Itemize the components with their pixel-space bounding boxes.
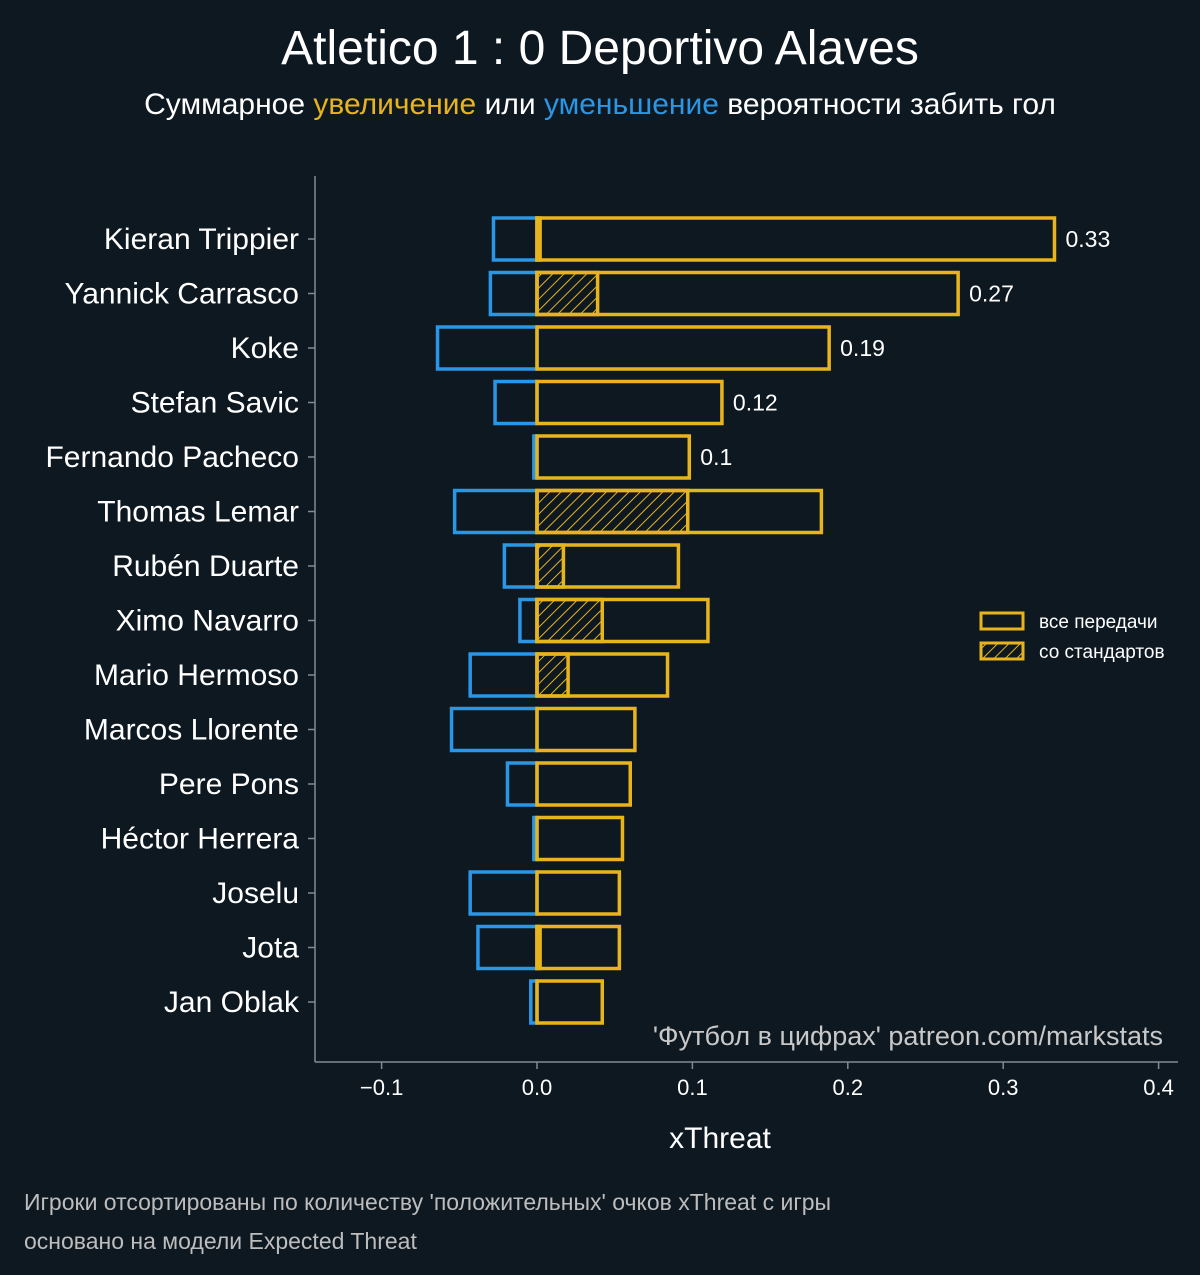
- bar-positive: [535, 543, 681, 589]
- legend-swatch-all-passes: [979, 611, 1025, 631]
- player-label: Yannick Carrasco: [64, 278, 299, 311]
- subtitle-middle: или: [476, 88, 544, 121]
- player-label: Joselu: [212, 877, 299, 910]
- chart-title: Atletico 1 : 0 Deportivo Alaves: [281, 22, 919, 75]
- bar-positive: [535, 434, 692, 480]
- x-tick-label: 0.3: [988, 1075, 1019, 1100]
- player-label: Koke: [231, 332, 299, 365]
- bar-value-label: 0.19: [840, 335, 885, 361]
- subtitle-suffix: вероятности забить гол: [719, 88, 1056, 121]
- subtitle-prefix: Суммарное: [144, 88, 313, 121]
- bar-positive: [535, 325, 831, 371]
- bar-negative: [505, 761, 539, 807]
- player-label: Héctor Herrera: [101, 823, 300, 856]
- bar-positive: [535, 379, 724, 426]
- bar-value-label: 0.27: [969, 281, 1014, 307]
- bar-positive: [535, 870, 622, 916]
- x-tick-label: −0.1: [360, 1075, 403, 1100]
- player-label: Thomas Lemar: [97, 496, 299, 529]
- x-tick-label: 0.2: [833, 1075, 864, 1100]
- bar-set-pieces: [535, 597, 605, 644]
- player-label: Ximo Navarro: [116, 605, 299, 638]
- bar-negative: [491, 216, 539, 262]
- legend: все передачи со стандартов: [979, 611, 1165, 663]
- bar-positive: [535, 761, 632, 807]
- plot-area: Kieran Trippier 0.33 Yannick Carrasco 0.27 K…: [45, 216, 1174, 1100]
- x-tick-label: 0.4: [1143, 1075, 1174, 1100]
- bar-positive: [535, 597, 710, 644]
- bar-negative: [435, 325, 539, 371]
- bar-positive: [535, 706, 637, 753]
- bar-set-pieces: [535, 543, 566, 589]
- player-label: Marcos Llorente: [84, 714, 299, 747]
- x-tick-label: 0.0: [522, 1075, 553, 1100]
- bar-set-pieces: [535, 652, 570, 698]
- footnote-sorting: Игроки отсортированы по количеству 'поло…: [24, 1189, 831, 1215]
- bar-set-pieces: [535, 270, 600, 317]
- subtitle-decrease: уменьшение: [544, 88, 719, 121]
- legend-swatch-set-pieces: [979, 641, 1025, 661]
- chart-subtitle: Суммарное увеличение или уменьшение веро…: [144, 88, 1056, 121]
- bar-negative: [449, 706, 539, 753]
- x-tick-label: 0.1: [677, 1075, 708, 1100]
- bar-negative: [468, 652, 539, 698]
- bar-positive: [535, 216, 1057, 262]
- bar-positive: [535, 924, 622, 971]
- footnote-model: основано на модели Expected Threat: [24, 1228, 417, 1254]
- legend-label-set-pieces: со стандартов: [1039, 642, 1165, 663]
- player-label: Pere Pons: [159, 768, 299, 801]
- bar-negative: [502, 543, 539, 589]
- player-label: Rubén Duarte: [112, 550, 299, 583]
- player-label: Jan Oblak: [164, 986, 300, 1019]
- bar-negative: [488, 270, 539, 317]
- player-label: Kieran Trippier: [104, 223, 299, 256]
- bar-negative: [452, 488, 539, 535]
- bar-negative: [468, 870, 539, 916]
- subtitle-increase: увеличение: [313, 88, 476, 121]
- bar-positive: [535, 815, 625, 862]
- bar-negative: [476, 924, 539, 971]
- legend-label-all-passes: все передачи: [1039, 612, 1158, 633]
- bar-positive: [535, 488, 824, 535]
- bar-value-label: 0.1: [700, 444, 732, 470]
- bar-positive: [535, 270, 960, 317]
- bar-value-label: 0.12: [733, 390, 778, 416]
- player-label: Mario Hermoso: [94, 659, 299, 692]
- x-axis-label: xThreat: [669, 1122, 771, 1155]
- bar-positive: [535, 979, 605, 1025]
- bar-set-pieces: [535, 488, 690, 535]
- watermark: 'Футбол в цифрах' patreon.com/markstats: [653, 1021, 1163, 1051]
- player-label: Fernando Pacheco: [45, 441, 299, 474]
- player-label: Stefan Savic: [131, 387, 299, 420]
- bar-negative: [518, 597, 539, 644]
- player-label: Jota: [242, 932, 299, 965]
- bar-negative: [493, 379, 539, 426]
- bar-value-label: 0.33: [1065, 226, 1110, 252]
- bar-positive: [535, 652, 670, 698]
